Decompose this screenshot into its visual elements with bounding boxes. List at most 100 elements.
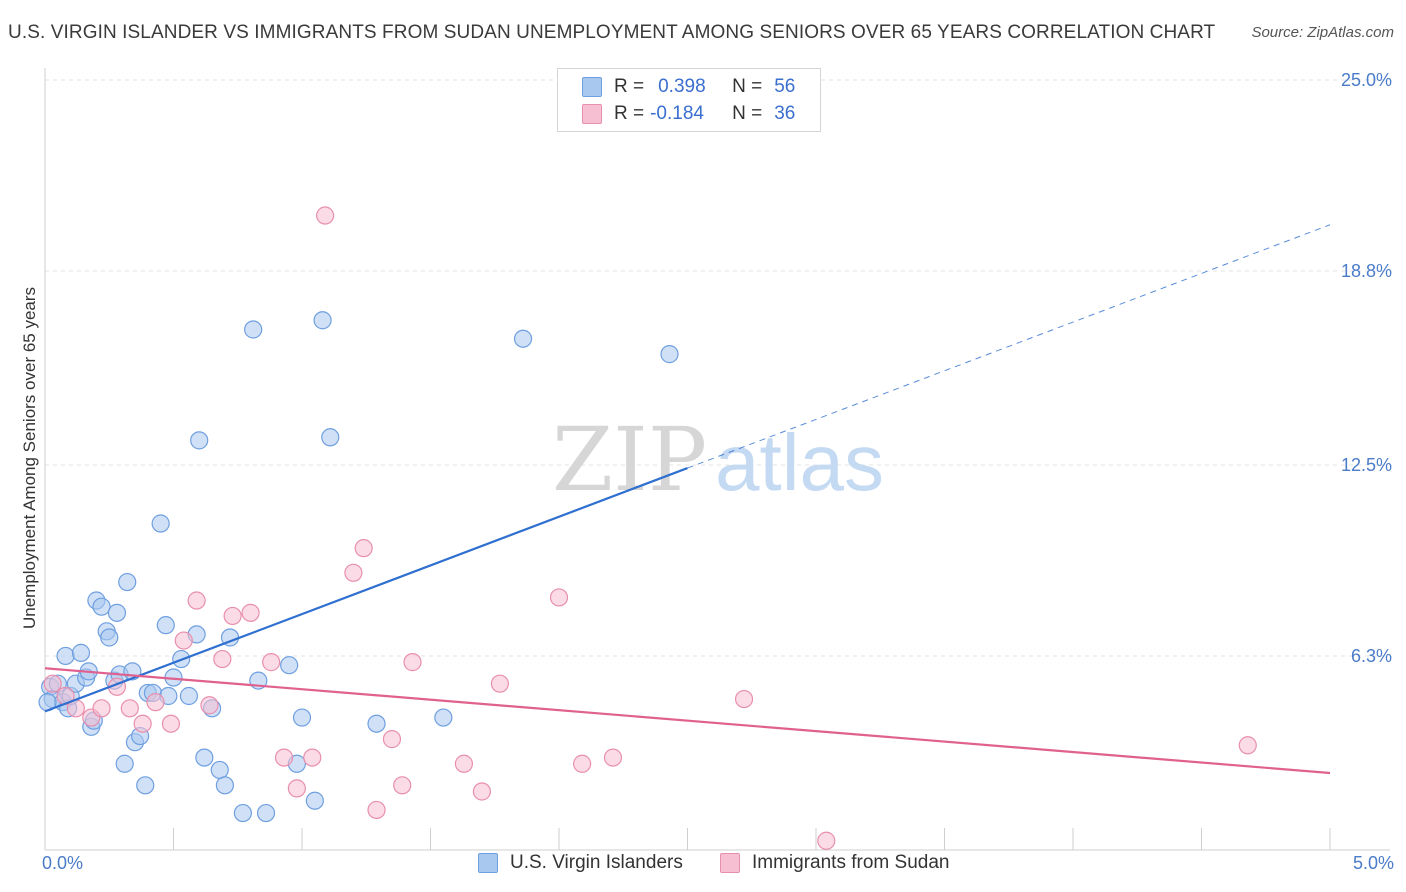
point-sudan	[287, 779, 306, 798]
point-sudan	[549, 588, 569, 607]
y-tick-label: 18.8%	[1341, 261, 1392, 281]
legend-r-label: R =	[614, 103, 645, 124]
point-virgin-islanders	[244, 320, 263, 339]
legend-item-sudan: Immigrants from Sudan	[720, 852, 949, 874]
legend-n-value: 56	[774, 76, 796, 97]
point-virgin-islanders	[115, 754, 134, 773]
legend-n-label: N =	[732, 76, 763, 97]
series-legend: U.S. Virgin Islanders Immigrants from Su…	[0, 852, 1406, 878]
legend-r-label: R =	[614, 76, 645, 97]
axes	[44, 68, 1390, 851]
point-virgin-islanders	[513, 329, 533, 348]
point-sudan	[382, 730, 402, 749]
point-virgin-islanders	[179, 686, 199, 706]
legend-item-virgin-islanders: U.S. Virgin Islanders	[478, 852, 683, 874]
legend-row-sudan: R = -0.184 N = 36	[582, 101, 795, 127]
point-sudan	[146, 693, 165, 712]
point-virgin-islanders	[118, 572, 137, 592]
point-sudan	[187, 591, 206, 610]
point-sudan	[303, 748, 322, 767]
legend-swatch-pink	[582, 104, 602, 124]
point-sudan	[120, 699, 139, 718]
x-tick-label: 0.0%	[42, 853, 83, 873]
y-tick-label: 12.5%	[1341, 455, 1392, 475]
point-sudan	[92, 699, 111, 718]
point-virgin-islanders	[280, 656, 299, 675]
point-virgin-islanders	[321, 428, 340, 447]
legend-n-value: 36	[774, 103, 796, 124]
point-sudan	[573, 754, 592, 773]
watermark-zip: ZIP	[552, 408, 707, 511]
legend-label: Immigrants from Sudan	[752, 852, 950, 873]
point-sudan	[354, 539, 373, 558]
x-tick-label: 5.0%	[1353, 853, 1394, 873]
point-virgin-islanders	[434, 708, 453, 727]
trend-line-extension	[687, 224, 1331, 469]
point-sudan	[490, 674, 509, 693]
point-virgin-islanders	[195, 748, 214, 767]
point-sudan	[133, 714, 152, 733]
point-virgin-islanders	[107, 603, 127, 622]
point-virgin-islanders	[92, 597, 111, 616]
point-virgin-islanders	[233, 803, 252, 823]
point-sudan	[43, 674, 62, 693]
point-sudan	[454, 754, 474, 773]
watermark: ZIP atlas	[552, 408, 884, 511]
point-virgin-islanders	[313, 311, 332, 330]
point-sudan	[603, 748, 623, 767]
trend-lines	[44, 224, 1331, 775]
point-sudan	[174, 631, 193, 650]
point-sudan	[274, 748, 294, 767]
point-sudan	[734, 689, 754, 709]
point-sudan	[223, 606, 242, 626]
legend-label: U.S. Virgin Islanders	[510, 852, 683, 873]
y-tick-label: 6.3%	[1351, 646, 1392, 666]
point-virgin-islanders	[100, 628, 119, 647]
legend-r-value: 0.398	[658, 76, 706, 97]
point-virgin-islanders	[292, 708, 312, 727]
point-virgin-islanders	[56, 646, 75, 666]
source-credit: Source: ZipAtlas.com	[1251, 24, 1394, 41]
correlation-legend: R = 0.398 N = 56 R = -0.184 N = 36	[557, 68, 821, 132]
grid-lines	[45, 79, 1390, 657]
point-sudan	[200, 696, 219, 715]
point-sudan	[213, 649, 232, 669]
point-virgin-islanders	[151, 514, 170, 533]
point-virgin-islanders	[256, 803, 276, 823]
point-virgin-islanders	[660, 345, 679, 364]
legend-row-virgin-islanders: R = 0.398 N = 56	[582, 74, 795, 100]
point-virgin-islanders	[136, 776, 155, 795]
data-points	[38, 206, 1257, 850]
point-sudan	[817, 831, 836, 850]
chart-title: U.S. VIRGIN ISLANDER VS IMMIGRANTS FROM …	[8, 22, 1216, 43]
point-sudan	[1238, 736, 1257, 755]
point-virgin-islanders	[190, 431, 209, 450]
point-sudan	[393, 776, 412, 795]
point-virgin-islanders	[305, 791, 324, 810]
tick-labels: 6.3% 12.5% 18.8% 25.0% 0.0% 5.0%	[42, 70, 1394, 873]
point-virgin-islanders	[215, 776, 234, 795]
point-sudan	[472, 782, 491, 801]
legend-n-label: N =	[732, 103, 763, 124]
point-sudan	[316, 206, 335, 225]
point-sudan	[262, 653, 281, 672]
legend-swatch-pink	[720, 853, 740, 873]
trend-line-virgin-islanders	[44, 467, 688, 713]
point-sudan	[367, 800, 386, 820]
point-virgin-islanders	[71, 643, 91, 662]
point-sudan	[241, 603, 260, 622]
point-virgin-islanders	[210, 760, 229, 780]
point-virgin-islanders	[367, 714, 386, 733]
legend-r-value: -0.184	[650, 103, 704, 124]
y-axis-title: Unemployment Among Seniors over 65 years	[20, 287, 39, 629]
legend-swatch-blue	[582, 77, 602, 97]
point-virgin-islanders	[156, 616, 175, 635]
point-sudan	[344, 563, 363, 582]
y-tick-label: 25.0%	[1341, 70, 1392, 90]
trend-line-sudan	[44, 667, 1331, 775]
point-sudan	[403, 653, 422, 672]
legend-swatch-blue	[478, 853, 498, 873]
point-sudan	[161, 714, 181, 733]
watermark-atlas: atlas	[715, 418, 884, 507]
